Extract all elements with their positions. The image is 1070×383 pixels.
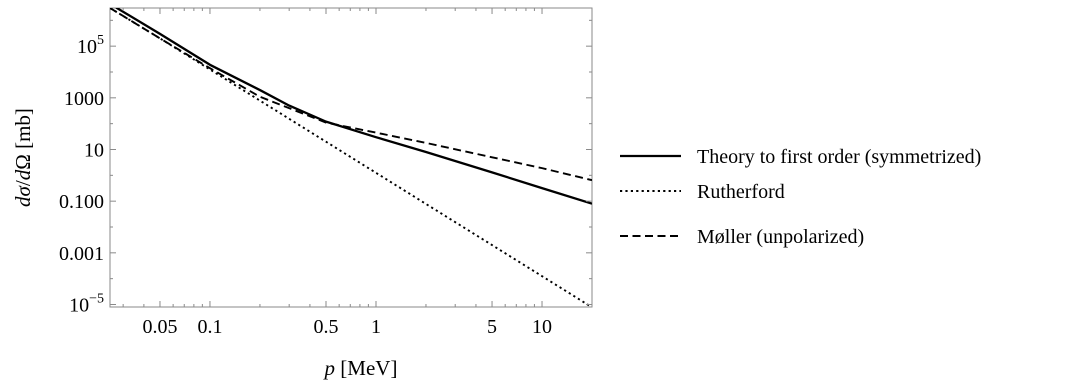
x-axis-ticks: 0.05 0.1 0.5 1 5 10 [122, 8, 593, 338]
x-tick-label: 0.05 [142, 316, 177, 338]
y-tick-label: 10−5 [69, 291, 104, 316]
series-line-dashed [110, 8, 592, 182]
x-tick-label: 1 [371, 316, 381, 338]
legend-label: Rutherford [697, 181, 785, 203]
plot-area [109, 7, 593, 308]
legend-label: Møller (unpolarized) [697, 226, 864, 248]
y-axis-ticks: 10−5 0.001 0.100 10 1000 105 [59, 19, 592, 316]
y-axis-title: dσ/dΩ [mb] [11, 108, 35, 207]
y-tick-label: 1000 [64, 88, 104, 110]
y-tick-label: 105 [77, 33, 104, 58]
y-tick-label: 10 [84, 139, 104, 161]
y-tick-label: 0.100 [59, 191, 104, 213]
x-tick-label: 0.1 [197, 316, 222, 338]
x-tick-label: 5 [487, 316, 497, 338]
legend-label: Theory to first order (symmetrized) [697, 146, 981, 168]
x-axis-title: p [MeV] [323, 356, 398, 380]
y-tick-label: 0.001 [59, 243, 104, 265]
x-tick-label: 10 [532, 316, 552, 338]
series-line-solid [115, 8, 592, 205]
legend: Theory to first order (symmetrized) Ruthe… [620, 146, 981, 248]
series-line-dotted [110, 8, 592, 307]
plot-frame [109, 7, 593, 308]
x-tick-label: 0.5 [314, 316, 339, 338]
